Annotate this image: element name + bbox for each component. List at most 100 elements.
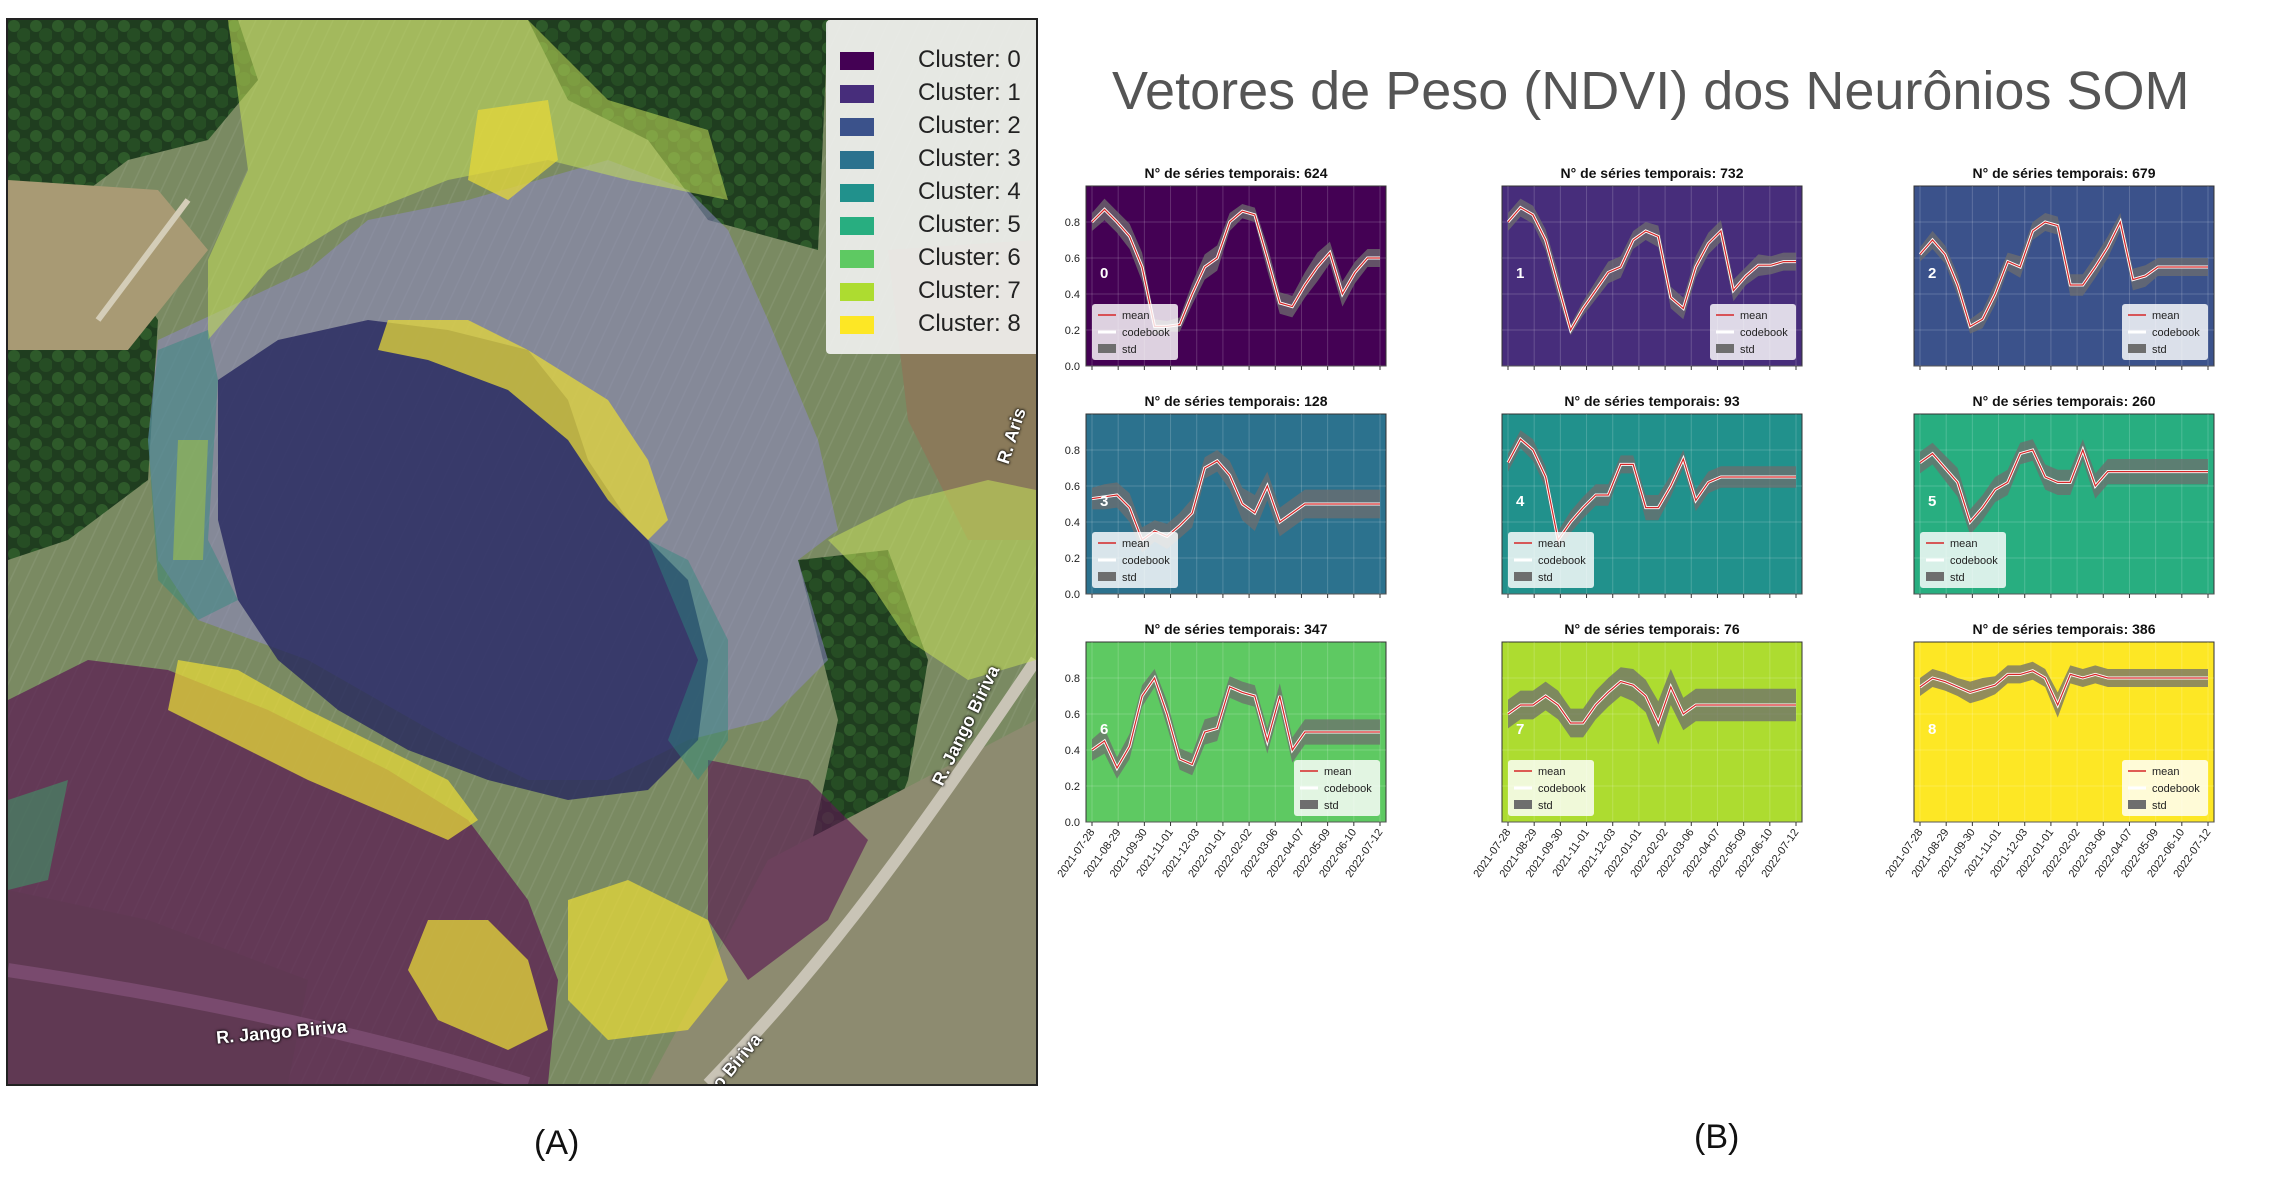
legend-mean-label: mean	[1538, 766, 1566, 778]
legend-std-swatch	[2128, 344, 2146, 353]
legend-std-label: std	[2152, 800, 2167, 812]
std-band	[1508, 667, 1796, 745]
legend-std-swatch	[1514, 800, 1532, 809]
legend-std-swatch	[1716, 344, 1734, 353]
som-panel-5: N° de séries temporais: 260 5 mean codebook…	[1913, 393, 2215, 598]
legend-entry-cluster-8: Cluster: 8	[840, 308, 1036, 338]
mean-line	[1091, 208, 1380, 327]
legend-swatch	[840, 184, 874, 202]
legend-codebook-label: codebook	[1538, 783, 1586, 795]
panel-title: N° de séries temporais: 679	[1972, 165, 2155, 181]
cluster-legend: Cluster: 0 Cluster: 1 Cluster: 2 Cluster: 3…	[826, 20, 1036, 354]
y-tick-label: 0.4	[1065, 517, 1080, 529]
legend-mean-label: mean	[1538, 538, 1566, 550]
y-tick-label: 0.0	[1065, 817, 1080, 829]
panel-title: N° de séries temporais: 260	[1972, 393, 2155, 409]
y-tick-label: 0.2	[1065, 553, 1080, 565]
legend-std-label: std	[1950, 572, 1965, 584]
panel-title: N° de séries temporais: 732	[1560, 165, 1743, 181]
legend-label: Cluster: 7	[918, 277, 1021, 304]
legend-entry-cluster-2: Cluster: 2	[840, 110, 1036, 140]
legend-mean-label: mean	[1122, 310, 1150, 322]
som-panel-8: N° de séries temporais: 386 8 mean codebook…	[1883, 621, 2215, 880]
legend-label: Cluster: 1	[918, 79, 1021, 106]
y-tick-label: 0.8	[1065, 445, 1080, 457]
legend-std-swatch	[2128, 800, 2146, 809]
legend-std-swatch	[1514, 572, 1532, 581]
legend-swatch	[840, 118, 874, 136]
panel-title: N° de séries temporais: 624	[1144, 165, 1327, 181]
caption-right: (B)	[1694, 1118, 1740, 1156]
legend-codebook-label: codebook	[1538, 555, 1586, 567]
legend-std-label: std	[1538, 800, 1553, 812]
legend-codebook-label: codebook	[1122, 555, 1170, 567]
mean-line	[1507, 680, 1796, 725]
y-tick-label: 0.0	[1065, 361, 1080, 373]
y-tick-label: 0.0	[1065, 589, 1080, 601]
std-band	[1508, 198, 1796, 336]
std-band	[1092, 198, 1380, 334]
neuron-label: 2	[1928, 265, 1936, 282]
legend-swatch	[840, 151, 874, 169]
mean-line	[1507, 206, 1796, 332]
legend-std-label: std	[1122, 344, 1137, 356]
mean-line	[1919, 220, 2208, 328]
legend-std-swatch	[1300, 800, 1318, 809]
legend-std-swatch	[1098, 344, 1116, 353]
std-band	[1092, 669, 1380, 779]
neuron-label: 6	[1100, 721, 1108, 738]
som-panel-6: N° de séries temporais: 347 0.0 0.2 0.4 0.6 0…	[1055, 621, 1387, 880]
legend-codebook-label: codebook	[2152, 327, 2200, 339]
cluster-map: Cluster: 0 Cluster: 1 Cluster: 2 Cluster: 3…	[6, 18, 1038, 1086]
panel-title: N° de séries temporais: 76	[1564, 621, 1739, 637]
chart-title: Vetores de Peso (NDVI) dos Neurônios SOM	[1112, 61, 2190, 121]
legend-mean-label: mean	[1740, 310, 1768, 322]
neuron-label: 3	[1100, 493, 1108, 510]
som-panel-0: N° de séries temporais: 624 0.0 0.2 0.4 0.6 0…	[1065, 165, 1387, 373]
legend-mean-label: mean	[1122, 538, 1150, 550]
legend-swatch	[840, 250, 874, 268]
std-band	[1508, 430, 1796, 549]
legend-codebook-label: codebook	[1740, 327, 1788, 339]
som-panel-4: N° de séries temporais: 93 4 mean codebook s…	[1501, 393, 1803, 598]
legend-entry-cluster-5: Cluster: 5	[840, 209, 1036, 239]
y-tick-label: 0.6	[1065, 253, 1080, 265]
neuron-label: 8	[1928, 721, 1936, 738]
neuron-label: 4	[1516, 493, 1525, 510]
legend-swatch	[840, 283, 874, 301]
panel-title: N° de séries temporais: 347	[1144, 621, 1327, 637]
legend-swatch	[840, 217, 874, 235]
panel-title: N° de séries temporais: 128	[1144, 393, 1327, 409]
std-band	[1092, 450, 1380, 553]
neuron-label: 0	[1100, 265, 1108, 282]
legend-mean-label: mean	[2152, 766, 2180, 778]
legend-std-swatch	[1926, 572, 1944, 581]
legend-codebook-label: codebook	[1324, 783, 1372, 795]
mean-line	[1919, 670, 2208, 707]
legend-codebook-label: codebook	[2152, 783, 2200, 795]
neuron-label: 1	[1516, 265, 1524, 282]
som-panel-1: N° de séries temporais: 732 1 mean codebook…	[1501, 165, 1803, 370]
legend-swatch	[840, 316, 874, 334]
legend-std-label: std	[2152, 344, 2167, 356]
y-tick-label: 0.4	[1065, 745, 1080, 757]
legend-label: Cluster: 4	[918, 178, 1021, 205]
caption-left: (A)	[534, 1124, 580, 1162]
legend-std-label: std	[1740, 344, 1755, 356]
panel-title: N° de séries temporais: 386	[1972, 621, 2155, 637]
legend-codebook-label: codebook	[1950, 555, 1998, 567]
panel-title: N° de séries temporais: 93	[1564, 393, 1739, 409]
neuron-label: 7	[1516, 721, 1524, 738]
legend-swatch	[840, 85, 874, 103]
legend-label: Cluster: 8	[918, 310, 1021, 337]
som-panel-7: N° de séries temporais: 76 7 mean codebook s…	[1471, 621, 1803, 880]
legend-entry-cluster-0: Cluster: 0	[840, 44, 1036, 74]
legend-label: Cluster: 6	[918, 244, 1021, 271]
legend-mean-label: mean	[1324, 766, 1352, 778]
legend-std-label: std	[1538, 572, 1553, 584]
legend-swatch	[840, 52, 874, 70]
mean-line	[1919, 448, 2208, 524]
mean-line	[1091, 676, 1380, 770]
mean-line	[1507, 438, 1796, 542]
legend-entry-cluster-7: Cluster: 7	[840, 275, 1036, 305]
